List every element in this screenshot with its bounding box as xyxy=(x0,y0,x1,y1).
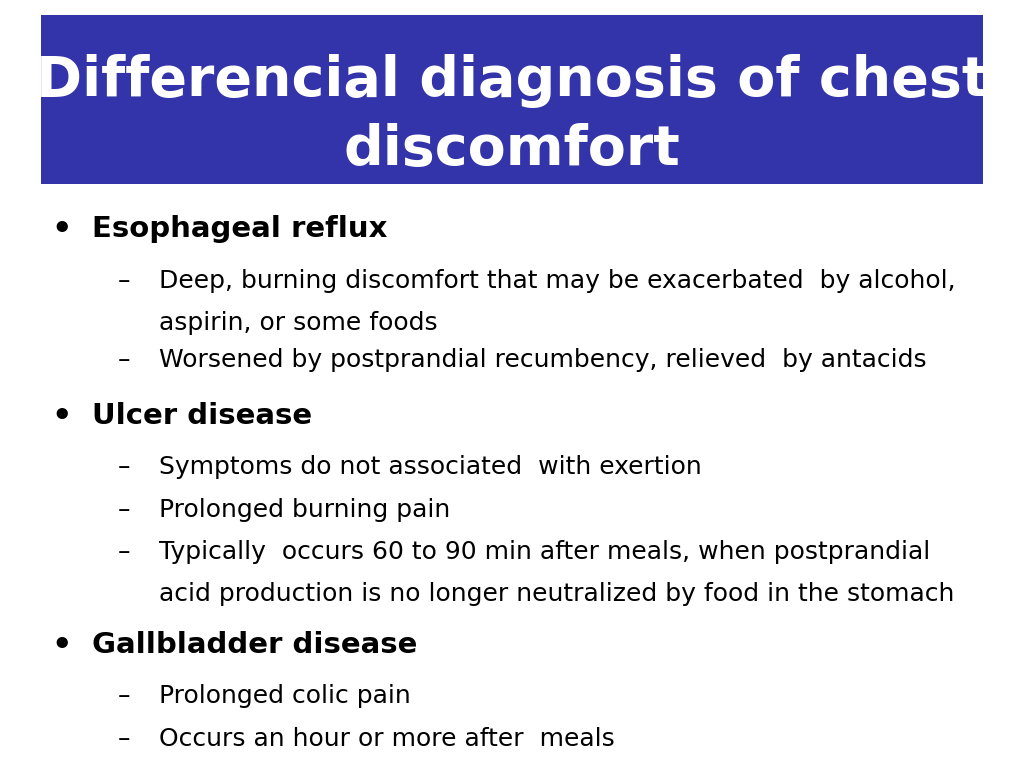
Text: •: • xyxy=(51,215,72,246)
Text: Symptoms do not associated  with exertion: Symptoms do not associated with exertion xyxy=(159,455,701,479)
Text: Gallbladder disease: Gallbladder disease xyxy=(92,631,418,658)
Text: Typically  occurs 60 to 90 min after meals, when postprandial: Typically occurs 60 to 90 min after meal… xyxy=(159,540,930,564)
Text: •: • xyxy=(51,631,72,661)
Text: discomfort: discomfort xyxy=(344,123,680,177)
Text: Esophageal reflux: Esophageal reflux xyxy=(92,215,387,243)
Text: –: – xyxy=(118,684,130,708)
FancyBboxPatch shape xyxy=(41,15,983,184)
Text: –: – xyxy=(118,540,130,564)
Text: •: • xyxy=(51,402,72,432)
Text: Worsened by postprandial recumbency, relieved  by antacids: Worsened by postprandial recumbency, rel… xyxy=(159,348,927,372)
Text: aspirin, or some foods: aspirin, or some foods xyxy=(159,311,437,335)
Text: –: – xyxy=(118,455,130,479)
Text: Prolonged colic pain: Prolonged colic pain xyxy=(159,684,411,708)
Text: Deep, burning discomfort that may be exacerbated  by alcohol,: Deep, burning discomfort that may be exa… xyxy=(159,269,955,293)
Text: –: – xyxy=(118,498,130,521)
Text: Ulcer disease: Ulcer disease xyxy=(92,402,312,429)
Text: –: – xyxy=(118,348,130,372)
Text: Differencial diagnosis of chest: Differencial diagnosis of chest xyxy=(36,54,988,108)
Text: acid production is no longer neutralized by food in the stomach: acid production is no longer neutralized… xyxy=(159,582,954,606)
Text: Occurs an hour or more after  meals: Occurs an hour or more after meals xyxy=(159,727,614,750)
Text: –: – xyxy=(118,727,130,750)
Text: –: – xyxy=(118,269,130,293)
Text: Prolonged burning pain: Prolonged burning pain xyxy=(159,498,450,521)
